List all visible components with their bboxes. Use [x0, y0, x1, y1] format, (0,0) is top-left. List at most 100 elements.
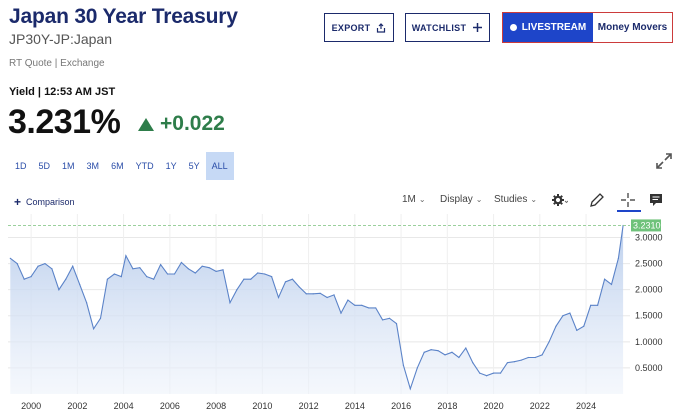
data-point: [388, 317, 391, 319]
data-point: [113, 273, 115, 275]
pencil-icon[interactable]: [588, 191, 606, 209]
studies-label: Studies: [494, 194, 528, 205]
chevron-down-icon: ⌄: [530, 195, 538, 204]
data-point: [312, 293, 314, 295]
data-point: [222, 269, 224, 271]
interval-dropdown[interactable]: 1M ⌄: [402, 194, 426, 205]
data-point: [180, 261, 183, 264]
data-point: [99, 317, 102, 319]
chart-toolbar: + Comparison 1M ⌄ Display ⌄ Studies ⌄: [0, 188, 680, 214]
data-point: [243, 278, 245, 280]
x-tick-label: 2022: [530, 401, 550, 411]
range-1d[interactable]: 1D: [15, 161, 27, 171]
range-selector: 1D 5D 1M 3M 6M YTD 1Y 5Y ALL: [9, 152, 234, 180]
data-point: [368, 307, 370, 309]
data-point: [229, 302, 231, 304]
data-point: [16, 262, 18, 265]
yield-value: 3.231%: [8, 103, 121, 141]
data-point: [458, 356, 460, 359]
money-movers-button[interactable]: Money Movers: [593, 13, 672, 42]
data-point: [395, 322, 398, 325]
y-tick-label: 0.5000: [635, 363, 663, 373]
data-point: [506, 362, 509, 364]
watchlist-label: WATCHLIST: [411, 22, 467, 33]
data-point: [139, 267, 141, 269]
data-point: [562, 315, 564, 317]
data-point: [264, 273, 266, 275]
data-point: [92, 328, 95, 330]
expand-icon[interactable]: [655, 152, 673, 170]
data-point: [208, 267, 210, 269]
data-point: [444, 354, 446, 356]
display-label: Display: [440, 194, 473, 205]
data-point: [153, 278, 155, 280]
export-button[interactable]: EXPORT: [324, 13, 394, 42]
range-6m[interactable]: 6M: [111, 161, 124, 171]
y-tick-label: 3.0000: [635, 232, 663, 242]
x-tick-label: 2018: [437, 401, 457, 411]
gear-icon[interactable]: [550, 191, 568, 209]
data-point: [72, 265, 74, 267]
yield-chart[interactable]: 0.5000 1.0000 1.5000 2.0000 2.5000 3.0000 2000…: [0, 214, 680, 414]
data-point: [146, 276, 148, 278]
range-5d[interactable]: 5D: [38, 161, 51, 171]
range-3m[interactable]: 3M: [86, 161, 100, 171]
y-tick-label: 1.0000: [635, 337, 663, 347]
data-point: [9, 257, 11, 259]
data-point: [416, 367, 418, 369]
chevron-down-icon: ⌄: [475, 195, 483, 204]
data-point: [250, 278, 252, 280]
data-point: [160, 264, 162, 266]
comparison-label: Comparison: [26, 197, 75, 207]
data-point: [30, 276, 32, 278]
x-tick-label: 2012: [299, 401, 319, 411]
display-dropdown[interactable]: Display ⌄: [440, 194, 483, 205]
data-point: [375, 307, 377, 309]
data-point: [201, 265, 203, 267]
y-tick-label: 2.0000: [635, 285, 663, 295]
data-point: [257, 272, 259, 274]
data-point: [51, 268, 53, 270]
plus-icon: +: [14, 195, 22, 209]
y-tick-label: 2.5000: [635, 259, 663, 269]
last-value-badge: [631, 219, 661, 232]
data-point: [569, 312, 571, 314]
x-tick-label: 2004: [114, 401, 134, 411]
live-dot-icon: [509, 24, 517, 31]
range-1m[interactable]: 1M: [62, 161, 75, 171]
data-point: [37, 265, 39, 267]
watchlist-button[interactable]: WATCHLIST: [405, 13, 490, 42]
yield-change: +0.022: [138, 112, 225, 136]
data-point: [402, 364, 404, 366]
studies-dropdown[interactable]: Studies ⌄: [494, 194, 537, 205]
x-tick-label: 2014: [345, 401, 365, 411]
data-point: [472, 362, 474, 364]
data-point: [486, 375, 488, 377]
x-tick-label: 2020: [484, 401, 504, 411]
livestream-button[interactable]: LIVESTREAM: [503, 13, 593, 42]
data-point: [187, 268, 189, 270]
range-all[interactable]: ALL: [205, 152, 234, 180]
data-point: [298, 286, 300, 288]
data-point: [513, 361, 515, 363]
range-5y[interactable]: 5Y: [188, 161, 200, 171]
data-point: [492, 372, 495, 374]
crosshair-active-indicator: [617, 210, 641, 212]
data-point: [132, 268, 134, 270]
x-tick-label: 2006: [160, 401, 180, 411]
data-point: [215, 270, 217, 272]
series-area: [10, 225, 624, 394]
data-point: [603, 278, 606, 280]
range-ytd[interactable]: YTD: [135, 161, 154, 171]
comment-icon[interactable]: [647, 191, 665, 209]
x-tick-label: 2000: [21, 401, 41, 411]
data-point: [437, 350, 439, 352]
data-point: [451, 351, 453, 353]
comparison-button[interactable]: + Comparison: [14, 195, 75, 209]
crosshair-icon[interactable]: [619, 191, 637, 209]
data-point: [597, 304, 599, 306]
range-1y[interactable]: 1Y: [165, 161, 177, 171]
yield-timestamp: Yield | 12:53 AM JST: [9, 86, 116, 98]
data-point: [430, 349, 432, 351]
data-point: [409, 388, 411, 390]
